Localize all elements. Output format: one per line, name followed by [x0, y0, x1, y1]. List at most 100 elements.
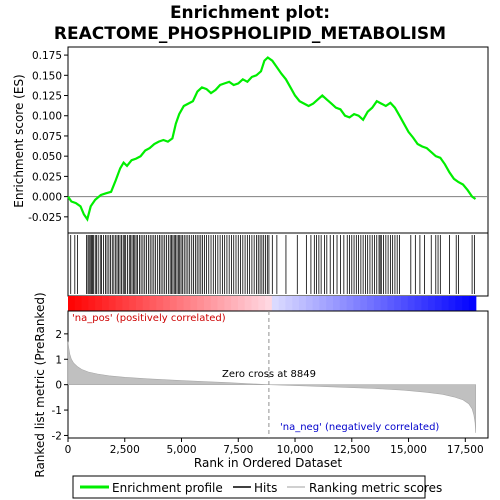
- colorbar-segment: [400, 296, 409, 311]
- colorbar-segment: [353, 296, 361, 311]
- colorbar-segment: [441, 296, 450, 311]
- metric-y-tick-label: -2: [52, 430, 62, 442]
- colorbar-segment: [271, 296, 280, 311]
- colorbar-segment: [231, 296, 239, 311]
- colorbar-segment: [129, 296, 137, 311]
- colorbar-segment: [265, 296, 273, 311]
- es-y-axis-label: Enrichment score (ES): [12, 74, 26, 207]
- hits-panel-frame: [67, 232, 489, 297]
- colorbar-segment: [299, 296, 307, 311]
- enrichment-profile-line: [67, 56, 477, 222]
- es-y-tick-label: 0.000: [32, 192, 62, 204]
- colorbar-segment: [176, 296, 185, 311]
- x-axis-label: Rank in Ordered Dataset: [194, 456, 342, 470]
- es-panel: -0.025 0.000 0.025 0.050 0.075 0.100 0.125 0.15…: [28, 46, 489, 234]
- metric-y-tick-label: -1: [52, 405, 62, 417]
- colorbar-segment: [367, 296, 375, 311]
- colorbar-segment: [448, 296, 456, 311]
- legend-label-ranking-metric: Ranking metric scores: [309, 481, 442, 495]
- hits-panel: [67, 232, 489, 297]
- colorbar-segment: [163, 296, 171, 311]
- colorbar-segment: [224, 296, 232, 311]
- x-tick-label: 10,000: [277, 444, 314, 456]
- colorbar-segment: [414, 296, 422, 311]
- colorbar-segment: [292, 296, 300, 311]
- colorbar-segment: [428, 296, 436, 311]
- colorbar-segment: [81, 296, 89, 311]
- colorbar-segment: [380, 296, 388, 311]
- colorbar-segment: [394, 296, 402, 311]
- colorbar-segment: [217, 296, 225, 311]
- metric-panel-frame: [67, 310, 489, 439]
- colorbar-segment: [237, 296, 246, 311]
- colorbar-segment: [455, 296, 463, 311]
- colorbar-segment: [210, 296, 219, 311]
- es-y-tick-label: 0.075: [32, 131, 62, 143]
- x-tick-label: 7,500: [223, 444, 253, 456]
- metric-y-tick-label: 2: [55, 329, 62, 341]
- x-tick-label: 17,500: [447, 444, 484, 456]
- colorbar-segment: [360, 296, 368, 311]
- es-y-tick-label: 0.100: [32, 111, 62, 123]
- neg-correlated-label: 'na_neg' (negatively correlated): [280, 422, 439, 433]
- colorbar-segment: [142, 296, 151, 311]
- rank-colorbar: [68, 296, 477, 311]
- es-y-tick-label: 0.025: [32, 171, 62, 183]
- chart-title-line1: Enrichment plot:: [170, 3, 330, 23]
- es-y-tick-label: 0.125: [32, 91, 62, 103]
- metric-panel: -2 -1 0 1 2 0 2,500 5,000 7,500 10,000 12,500 15,00…: [52, 310, 489, 456]
- colorbar-segment: [373, 296, 382, 311]
- metric-y-axis-label: Ranked list metric (PreRanked): [33, 292, 47, 477]
- es-y-tick-label: 0.175: [32, 50, 62, 62]
- colorbar-segment: [346, 296, 355, 311]
- x-tick-label: 5,000: [166, 444, 196, 456]
- colorbar-segment: [319, 296, 327, 311]
- colorbar-segment: [339, 296, 348, 311]
- colorbar-segment: [203, 296, 212, 311]
- colorbar-segment: [312, 296, 321, 311]
- colorbar-segment: [407, 296, 416, 311]
- es-y-tick-label: 0.150: [32, 70, 62, 82]
- colorbar-segment: [285, 296, 293, 311]
- colorbar-segment: [74, 296, 83, 311]
- colorbar-segment: [244, 296, 253, 311]
- colorbar-segment: [421, 296, 429, 311]
- x-tick-label: 12,500: [333, 444, 370, 456]
- metric-y-tick-label: 1: [55, 354, 62, 366]
- colorbar-segment: [122, 296, 130, 311]
- colorbar-segment: [115, 296, 123, 311]
- x-tick-label: 2,500: [110, 444, 140, 456]
- colorbar-segment: [95, 296, 103, 311]
- colorbar-segment: [169, 296, 178, 311]
- colorbar-segment: [258, 296, 266, 311]
- colorbar-segment: [434, 296, 443, 311]
- colorbar-segment: [251, 296, 259, 311]
- colorbar-segment: [135, 296, 144, 311]
- colorbar-segment: [156, 296, 164, 311]
- colorbar-segment: [183, 296, 191, 311]
- colorbar-segment: [278, 296, 287, 311]
- colorbar-segment: [462, 296, 470, 311]
- metric-y-tick-label: 0: [55, 380, 62, 392]
- colorbar-segment: [468, 296, 477, 311]
- colorbar-segment: [88, 296, 96, 311]
- colorbar-segment: [197, 296, 205, 311]
- legend-label-enrichment-profile: Enrichment profile: [112, 481, 223, 495]
- es-y-tick-label: 0.050: [32, 151, 62, 163]
- colorbar-segment: [333, 296, 341, 311]
- zero-cross-label: Zero cross at 8849: [222, 369, 316, 380]
- colorbar-segment: [68, 296, 76, 311]
- colorbar-segment: [326, 296, 334, 311]
- pos-correlated-label: 'na_pos' (positively correlated): [72, 313, 226, 324]
- colorbar-segment: [387, 296, 395, 311]
- colorbar-segment: [101, 296, 110, 311]
- x-tick-label: 15,000: [390, 444, 427, 456]
- colorbar-segment: [190, 296, 198, 311]
- colorbar-segment: [108, 296, 117, 311]
- es-y-tick-label: -0.025: [28, 212, 62, 224]
- colorbar-segment: [149, 296, 157, 311]
- chart-title-line2: REACTOME_PHOSPHOLIPID_METABOLISM: [54, 24, 446, 44]
- x-tick-label: 0: [65, 444, 72, 456]
